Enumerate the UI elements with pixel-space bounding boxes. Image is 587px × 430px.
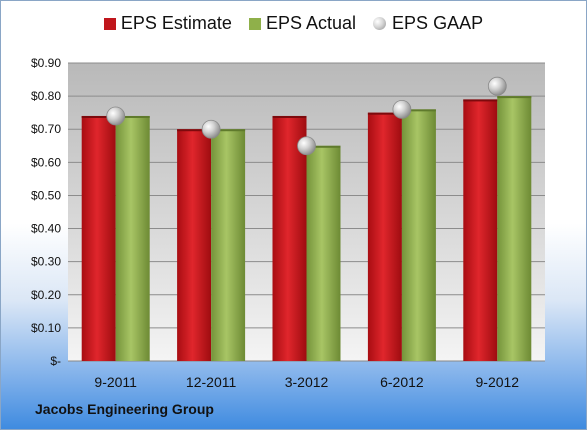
bar-eps-actual-top [211,129,246,132]
bar-eps-estimate-top [81,115,116,118]
bar-eps-estimate [367,112,402,362]
bar-eps-actual [497,96,532,361]
legend-item-gaap: EPS GAAP [373,13,483,34]
bar-eps-actual-top [401,109,436,112]
x-tick-label: 9-2011 [94,374,137,390]
company-name: Jacobs Engineering Group [35,401,214,417]
bar-eps-estimate-top [367,112,402,115]
x-tick-label: 6-2012 [380,374,424,390]
y-tick-label: $0.80 [31,89,61,103]
x-tick-label: 9-2012 [476,374,520,390]
legend-label-actual: EPS Actual [265,13,357,33]
y-tick-label: $0.70 [31,122,61,136]
bar-eps-actual-top [497,96,532,99]
legend-label-gaap: EPS GAAP [392,13,484,33]
bar-eps-estimate-top [177,129,212,132]
y-tick-label: $- [50,354,61,368]
gaap-marker [392,99,412,119]
bar-eps-actual [401,109,436,361]
y-tick-label: $0.40 [31,222,61,236]
bars [81,96,532,362]
legend-item-estimate: EPS Estimate [103,13,232,34]
y-tick-label: $0.90 [31,56,61,70]
y-tick-label: $0.50 [31,188,61,202]
legend-label-estimate: EPS Estimate [120,13,232,33]
bar-eps-actual [115,115,150,361]
bar-eps-estimate [81,115,116,361]
bar-eps-estimate-top [272,115,307,118]
y-axis-ticks: $- $0.10 $0.20 $0.30 $0.40 $0.50 $0.60 $0.70 $0.… [31,56,61,368]
gaap-marker [487,76,507,96]
bar-eps-estimate-top [463,99,498,102]
bar-eps-actual [306,145,341,361]
y-tick-label: $0.10 [31,321,61,335]
bar-eps-estimate [272,115,307,361]
gaap-marker [106,106,126,126]
legend: EPS Estimate EPS Actual EPS GAAP [1,13,586,34]
gaap-marker [201,119,221,139]
bar-eps-estimate [177,129,212,361]
x-tick-label: 3-2012 [285,374,329,390]
y-tick-label: $0.30 [31,255,61,269]
bar-eps-actual-top [306,145,341,148]
gaap-markers [106,76,507,156]
legend-swatch-actual [248,18,261,30]
bar-eps-estimate [463,99,498,361]
x-axis-ticks: 9-2011 12-2011 3-2012 6-2012 9-2012 [94,374,519,390]
legend-item-actual: EPS Actual [248,13,357,34]
bar-eps-actual [211,129,246,361]
y-tick-label: $0.60 [31,155,61,169]
legend-marker-gaap [373,17,387,30]
gaap-marker [297,136,316,156]
legend-swatch-estimate [103,18,116,30]
x-tick-label: 12-2011 [186,374,237,390]
bar-eps-actual-top [115,115,150,118]
y-tick-label: $0.20 [31,288,61,302]
